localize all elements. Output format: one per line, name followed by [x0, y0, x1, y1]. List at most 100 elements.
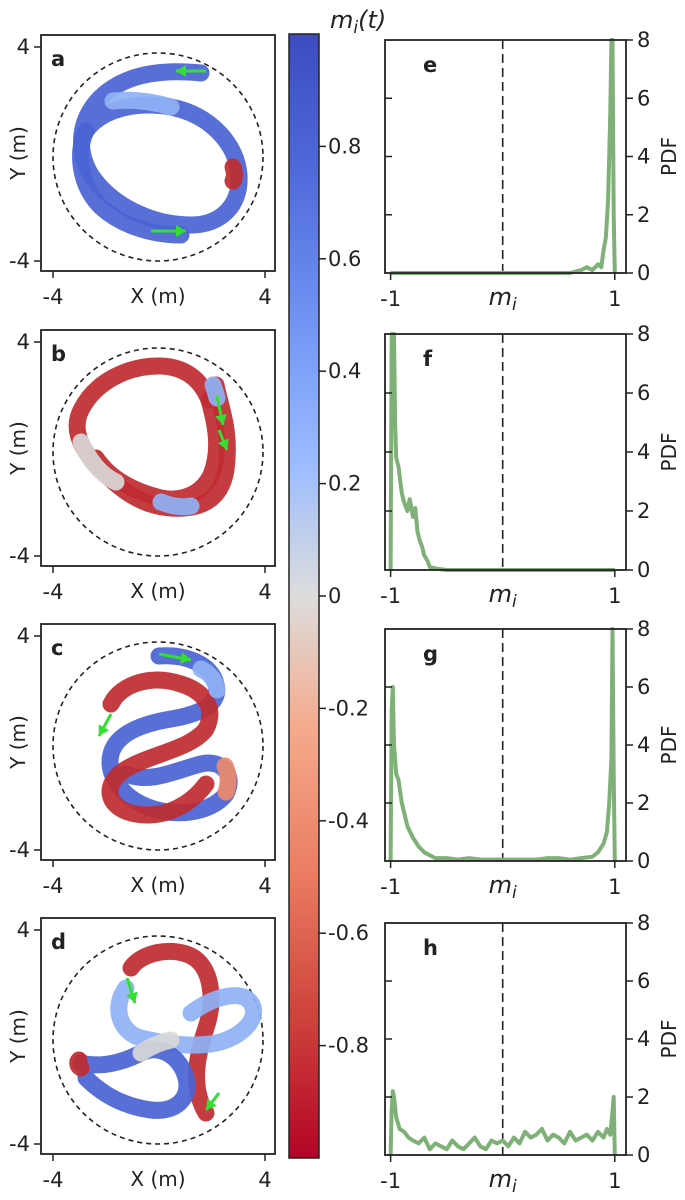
trajectory-segment: [110, 979, 262, 1054]
colorbar-label-rest: (t): [358, 6, 386, 34]
x-tick-label: 1: [608, 1169, 621, 1193]
panel-letter: a: [51, 47, 65, 71]
pdf-panel-h: 0 2 4 6 8 -1 1 mi PDF h: [380, 911, 681, 1197]
panel-letter: g: [423, 642, 438, 666]
colorbar-label-sub: i: [353, 18, 358, 38]
y-axis-label: PDF: [657, 137, 681, 176]
trajectory-panel-d: 4 -4 -4 4 X (m) Y (m) d: [6, 917, 276, 1192]
x-axis-label-sub: i: [512, 1177, 517, 1197]
x-axis-label-sub: i: [512, 295, 517, 315]
y-tick-label: 2: [637, 203, 650, 227]
trajectory-panel-c: 4 -4 -4 4 X (m) Y (m) c: [6, 623, 276, 898]
x-tick-label: 4: [258, 285, 271, 309]
panel-letter: f: [423, 347, 433, 371]
y-tick-label: 6: [637, 86, 650, 110]
y-tick-label: 4: [637, 440, 650, 464]
trajectory-segment: [152, 493, 200, 516]
trajectory-segment: [72, 1041, 196, 1119]
panel-letter: h: [423, 936, 438, 960]
boundary-circle: [52, 641, 264, 851]
colorbar-tick-label: -0.6: [328, 921, 369, 945]
x-tick-label: 1: [608, 875, 621, 899]
x-axis-label-sub: i: [512, 592, 517, 612]
x-tick-label: 4: [258, 580, 271, 604]
pdf-series-line: [388, 627, 617, 862]
x-axis-label-sub: i: [512, 883, 517, 903]
pdf-panel-e: 0 2 4 6 8 -1 1 mi PDF e: [380, 28, 681, 315]
direction-arrowhead: [126, 991, 138, 1003]
colorbar-tick-label: 0: [328, 584, 341, 608]
y-tick-label: 2: [637, 499, 650, 523]
colorbar-tick-label: -0.2: [328, 696, 369, 720]
x-axis-label: mi: [489, 283, 517, 315]
y-tick-label: 0: [637, 849, 650, 873]
y-tick-label: 4: [17, 330, 30, 354]
colorbar-tick-label: -0.4: [328, 809, 369, 833]
trajectory-segment: [132, 1031, 180, 1062]
x-axis-label: X (m): [130, 873, 185, 897]
y-axis-label: PDF: [657, 433, 681, 472]
boundary-circle: [52, 935, 264, 1145]
panel-letter: e: [423, 53, 437, 77]
y-tick-label: 2: [637, 791, 650, 815]
colorbar-tick-label: -0.8: [328, 1034, 369, 1058]
y-tick-label: 4: [17, 35, 30, 59]
x-axis-label: mi: [489, 580, 517, 612]
trajectory-segment: [72, 433, 125, 491]
trajectory-segment: [224, 158, 243, 190]
colorbar-label: mi(t): [330, 6, 386, 38]
trajectory-panel-b: 4 -4 -4 4 X (m) Y (m) b: [6, 329, 276, 604]
trajectory-segment: [192, 660, 226, 699]
trajectory-segment: [104, 91, 180, 116]
x-axis-label-base: m: [489, 580, 512, 608]
axes-frame: [40, 917, 276, 1155]
y-tick-label: 8: [637, 28, 650, 52]
y-axis-label: Y (m): [6, 421, 30, 476]
x-tick-label: 4: [258, 1168, 271, 1192]
y-tick-label: -4: [9, 838, 30, 862]
colorbar-tick-label: 0.2: [328, 472, 361, 496]
x-tick-label: 1: [608, 287, 621, 311]
trajectory-segment: [101, 671, 219, 824]
y-tick-label: 8: [637, 322, 650, 346]
x-tick-label: -4: [43, 580, 64, 604]
trajectory-segment: [69, 1051, 90, 1077]
y-tick-label: -4: [9, 544, 30, 568]
x-axis-label: mi: [489, 871, 517, 903]
colorbar-tick-label: 0.6: [328, 247, 361, 271]
pdf-series-line: [388, 1089, 617, 1156]
boundary-circle: [52, 347, 264, 557]
y-tick-label: 4: [637, 733, 650, 757]
axes-frame: [40, 623, 276, 861]
x-axis-label: X (m): [130, 1167, 185, 1191]
x-tick-label: -4: [43, 874, 64, 898]
y-tick-label: -4: [9, 249, 30, 273]
y-tick-label: 4: [637, 1027, 650, 1051]
axes-frame: [384, 922, 627, 1156]
trajectory-segment: [122, 942, 220, 1122]
axes-frame: [384, 333, 627, 571]
x-tick-label: -1: [380, 1169, 401, 1193]
y-tick-label: 4: [637, 145, 650, 169]
y-tick-label: -4: [9, 1132, 30, 1156]
y-axis-label: Y (m): [6, 126, 30, 181]
trajectory-segment: [216, 757, 237, 801]
colorbar-tick-label: 0.8: [328, 134, 361, 158]
x-tick-label: -4: [43, 1168, 64, 1192]
x-axis-label-base: m: [489, 871, 512, 899]
trajectory-panel-a: 4 -4 -4 4 X (m) Y (m) a: [6, 34, 276, 309]
direction-arrowhead: [98, 724, 110, 736]
axes-frame: [384, 628, 627, 862]
x-axis-label: X (m): [130, 284, 185, 308]
direction-arrowhead: [217, 438, 229, 450]
panel-letter: c: [51, 636, 63, 660]
pdf-panel-f: 0 2 4 6 8 -1 1 mi PDF f: [380, 322, 681, 612]
x-axis-label: mi: [489, 1165, 517, 1197]
y-tick-label: 0: [637, 261, 650, 285]
boundary-circle: [52, 52, 264, 262]
x-tick-label: -1: [380, 875, 401, 899]
x-axis-label-base: m: [489, 1165, 512, 1193]
y-axis-label: PDF: [657, 1020, 681, 1059]
y-tick-label: 6: [637, 969, 650, 993]
